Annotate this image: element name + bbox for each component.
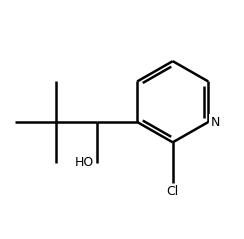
Text: Cl: Cl [167,185,179,198]
Text: N: N [211,115,220,129]
Text: HO: HO [75,156,94,169]
